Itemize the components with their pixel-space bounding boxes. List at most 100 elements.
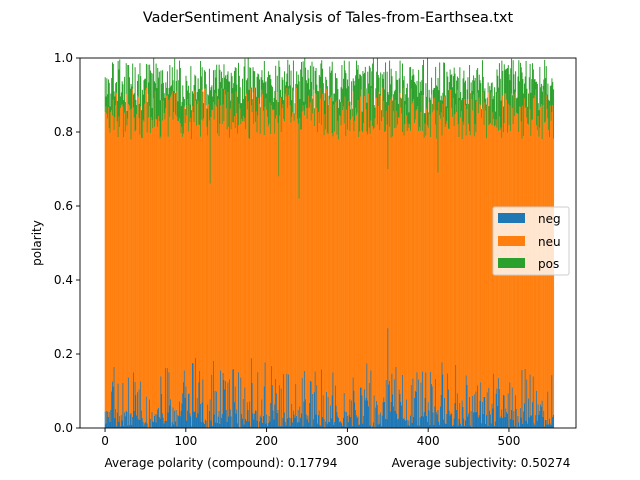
- neg-bar: [536, 420, 538, 428]
- neu-bar: [242, 116, 244, 399]
- neu-bar: [186, 115, 188, 421]
- neg-bar: [408, 420, 410, 428]
- neg-bar: [326, 423, 328, 428]
- neu-bar: [436, 110, 438, 415]
- pos-bar: [219, 69, 221, 124]
- neu-bar: [130, 139, 132, 413]
- y-tick-label: 0.2: [54, 347, 73, 361]
- neu-bar: [549, 137, 551, 419]
- neu-bar: [245, 129, 247, 419]
- neu-bar: [432, 98, 434, 413]
- neg-bar: [230, 416, 232, 428]
- neu-bar: [355, 107, 357, 410]
- neg-bar: [360, 387, 362, 428]
- neu-bar: [445, 124, 447, 424]
- neg-bar: [480, 382, 482, 428]
- neg-bar: [358, 425, 360, 428]
- neg-bar: [225, 409, 227, 428]
- pos-bar: [515, 98, 517, 113]
- pos-bar: [161, 83, 163, 101]
- pos-bar: [522, 79, 524, 106]
- neu-bar: [140, 106, 142, 382]
- neg-bar: [172, 407, 174, 428]
- pos-bar: [242, 99, 244, 117]
- neu-bar: [328, 104, 330, 422]
- neg-bar: [501, 409, 503, 428]
- neg-bar: [468, 413, 470, 428]
- pos-bar: [221, 71, 223, 88]
- pos-bar: [317, 91, 319, 113]
- neg-bar: [128, 377, 130, 428]
- pos-bar: [124, 76, 126, 113]
- pos-bar: [511, 58, 513, 94]
- pos-bar: [460, 100, 462, 112]
- pos-bar: [367, 71, 369, 135]
- pos-bar: [180, 106, 182, 134]
- neg-bar: [242, 398, 244, 428]
- pos-bar: [394, 89, 396, 101]
- pos-bar: [283, 100, 285, 120]
- pos-bar: [153, 58, 155, 99]
- pos-bar: [439, 100, 441, 119]
- pos-bar: [489, 86, 491, 125]
- pos-bar: [239, 87, 241, 109]
- neu-bar: [134, 131, 136, 382]
- neg-bar: [474, 412, 476, 428]
- neu-bar: [204, 88, 206, 420]
- neg-bar: [296, 422, 298, 428]
- pos-bar: [323, 100, 325, 136]
- neg-bar: [522, 423, 524, 428]
- neg-bar: [152, 421, 154, 428]
- neu-bar: [274, 133, 276, 405]
- neg-bar: [547, 391, 549, 428]
- neg-bar: [271, 365, 273, 428]
- neg-bar: [393, 406, 395, 428]
- neu-bar: [439, 118, 441, 407]
- neg-bar: [455, 364, 457, 428]
- pos-bar: [406, 87, 408, 116]
- neg-bar: [462, 406, 464, 428]
- neu-bar: [518, 132, 520, 423]
- pos-bar: [381, 74, 383, 88]
- pos-bar: [142, 94, 144, 120]
- pos-bar: [410, 79, 412, 89]
- pos-bar: [143, 80, 145, 122]
- y-tick-label: 0.0: [54, 421, 73, 435]
- pos-bar: [540, 87, 542, 107]
- neg-bar: [197, 413, 199, 428]
- neu-bar: [216, 106, 218, 392]
- neu-bar: [292, 112, 294, 423]
- neg-bar: [435, 378, 437, 428]
- pos-bar: [112, 63, 114, 100]
- neu-bar: [342, 110, 344, 426]
- pos-bar: [258, 74, 260, 98]
- neu-bar: [244, 117, 246, 388]
- pos-bar: [165, 82, 167, 109]
- neg-bar: [111, 381, 113, 428]
- pos-bar: [542, 85, 544, 106]
- legend-label-neu: neu: [538, 235, 561, 249]
- pos-bar: [486, 104, 488, 139]
- neg-bar: [313, 419, 315, 428]
- neu-bar: [214, 104, 216, 391]
- pos-bar: [388, 94, 390, 105]
- neu-bar: [367, 134, 369, 401]
- neu-bar: [408, 127, 410, 421]
- pos-bar: [514, 89, 516, 117]
- neu-bar: [323, 135, 325, 419]
- neu-bar: [360, 89, 362, 388]
- pos-bar: [339, 102, 341, 117]
- neg-bar: [142, 421, 144, 428]
- neg-bar: [149, 418, 151, 428]
- pos-bar: [364, 66, 366, 89]
- pos-bar: [137, 74, 139, 97]
- pos-bar: [454, 73, 456, 115]
- neg-bar: [276, 412, 278, 428]
- neu-bar: [173, 112, 175, 425]
- neg-bar: [388, 384, 390, 428]
- neu-bar: [142, 119, 144, 422]
- pos-bar: [162, 82, 164, 101]
- pos-bar: [305, 67, 307, 105]
- neg-bar: [473, 394, 475, 428]
- neg-bar: [211, 374, 213, 428]
